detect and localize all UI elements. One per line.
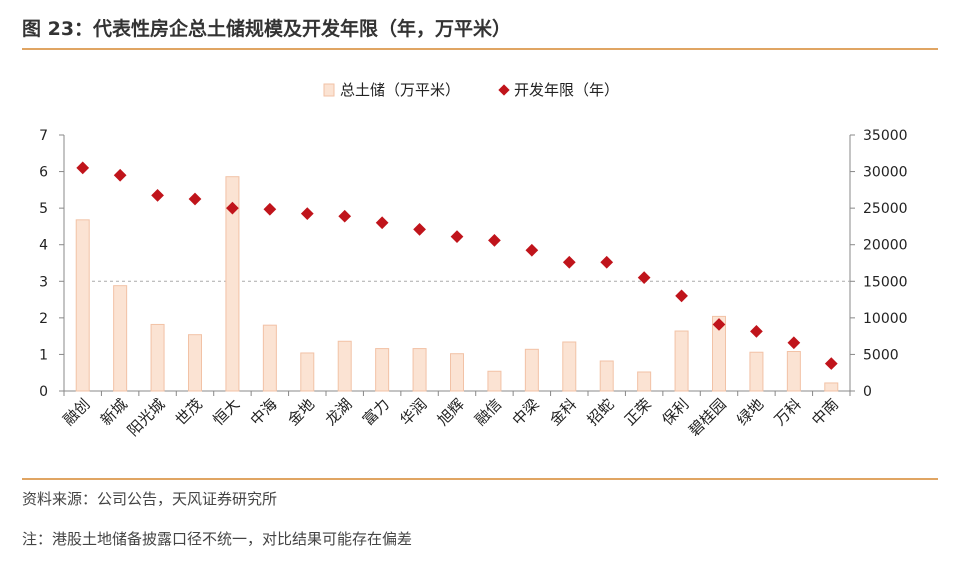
x-tick-label: 招蛇 — [584, 395, 618, 429]
marker — [488, 233, 501, 247]
bar — [562, 341, 577, 392]
bar — [300, 352, 315, 392]
x-tick-label: 融信 — [471, 395, 505, 429]
marker — [562, 255, 576, 269]
y-right-tick-label: 0 — [863, 384, 872, 400]
y-right-tick-label: 5000 — [863, 347, 899, 363]
bar — [786, 351, 801, 392]
y-right-tick-label: 25000 — [863, 201, 908, 217]
marker — [600, 255, 614, 269]
y-left-tick-label: 7 — [39, 128, 48, 144]
bar — [712, 315, 726, 392]
x-tick-label: 融创 — [60, 395, 94, 429]
x-tick-label: 旭辉 — [434, 395, 468, 429]
x-tick-label: 华润 — [396, 395, 430, 429]
y-left-tick-label: 1 — [39, 347, 48, 363]
note-text: 注：港股土地储备披露口径不统一，对比结果可能存在偏差 — [22, 530, 413, 548]
title-rule — [22, 48, 938, 50]
bar — [225, 176, 240, 392]
marker — [450, 230, 464, 244]
bar — [674, 330, 689, 392]
marker — [151, 188, 164, 202]
source-text: 资料来源：公司公告，天风证券研究所 — [22, 490, 278, 508]
marker — [375, 216, 389, 230]
legend-bar-swatch — [323, 83, 335, 97]
bar — [450, 353, 464, 392]
bar — [824, 382, 839, 392]
x-tick-label: 中梁 — [509, 395, 543, 429]
marker — [300, 207, 314, 220]
marker — [413, 222, 426, 236]
marker — [525, 243, 539, 257]
x-tick-label: 中海 — [247, 395, 281, 429]
x-tick-label: 恒大 — [209, 395, 243, 429]
y-right-tick-label: 15000 — [863, 274, 908, 290]
y-right-tick-label: 35000 — [863, 128, 908, 144]
legend: 总土储（万平米） 开发年限（年） — [323, 81, 619, 99]
bar — [113, 285, 128, 392]
x-tick-label: 世茂 — [172, 395, 206, 429]
bar — [412, 348, 427, 392]
legend-bar-label: 总土储（万平米） — [340, 81, 460, 99]
y-left-tick-label: 4 — [39, 238, 48, 254]
x-tick-label: 金地 — [284, 395, 318, 429]
x-tick-label: 阳光城 — [124, 395, 169, 440]
marker — [263, 202, 277, 216]
x-tick-label: 万科 — [771, 395, 805, 429]
marker — [637, 271, 651, 284]
y-right-tick-label: 10000 — [863, 311, 908, 327]
bar — [599, 360, 614, 392]
y-right-tick-label: 20000 — [863, 238, 908, 254]
x-tick-label: 龙湖 — [322, 395, 356, 429]
bar — [375, 348, 390, 392]
marker — [750, 325, 763, 338]
marker — [338, 209, 352, 223]
marker — [76, 161, 90, 175]
marker — [787, 336, 801, 350]
bar — [188, 334, 202, 392]
y-left-tick-label: 2 — [39, 311, 48, 327]
bar — [637, 371, 652, 392]
plot-area: 0 1 2 3 4 5 6 7 0 5000 10000 15000 20000 25000 30000 35… — [39, 128, 907, 440]
footer-rule — [22, 478, 938, 480]
marker — [226, 201, 239, 215]
y-left-tick-label: 3 — [39, 274, 48, 290]
y-left-tick-label: 5 — [39, 201, 48, 217]
bar — [524, 348, 539, 392]
legend-marker-swatch — [498, 84, 510, 96]
y-right-tick-label: 30000 — [863, 165, 908, 181]
x-tick-label: 富力 — [359, 395, 393, 429]
y-left-tick-label: 6 — [39, 165, 48, 181]
bar — [337, 340, 352, 392]
page-title: 图 23：代表性房企总土储规模及开发年限（年，万平米） — [22, 18, 512, 40]
bar — [75, 219, 90, 392]
bar — [749, 351, 764, 392]
marker — [188, 192, 202, 206]
x-tick-label: 碧桂园 — [685, 395, 730, 440]
marker — [113, 168, 127, 182]
bar — [487, 370, 502, 392]
marker — [824, 357, 838, 370]
x-tick-label: 金科 — [546, 395, 580, 429]
bar — [262, 324, 277, 392]
legend-marker-label: 开发年限（年） — [514, 81, 619, 99]
x-tick-label: 绿地 — [733, 395, 767, 429]
marker — [675, 289, 688, 303]
x-tick-label: 正荣 — [621, 395, 655, 429]
bar — [150, 323, 165, 392]
y-left-tick-label: 0 — [39, 384, 48, 400]
x-tick-label: 中南 — [808, 395, 842, 429]
